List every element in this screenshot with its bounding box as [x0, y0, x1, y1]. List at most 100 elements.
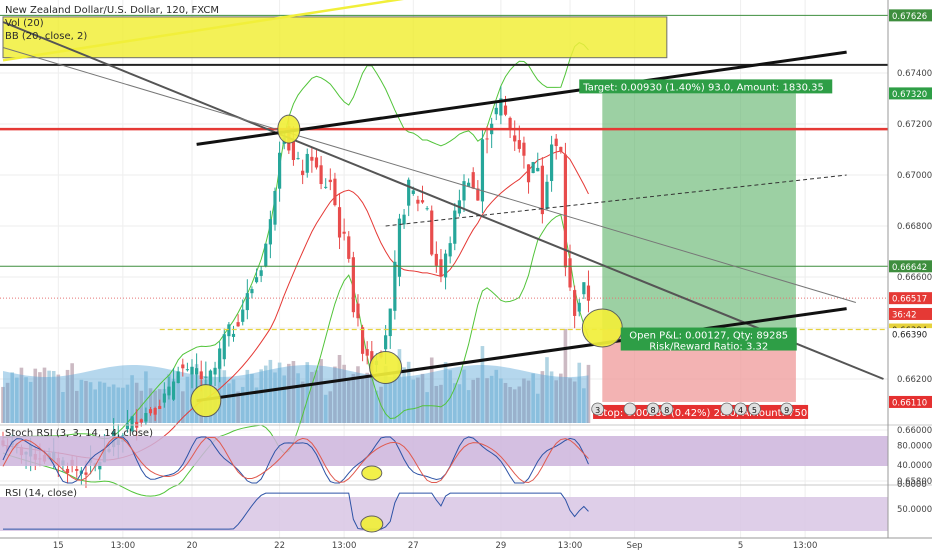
candle-body	[573, 290, 577, 316]
volume-bar	[51, 370, 56, 423]
volume-bar	[319, 359, 323, 423]
price-label: 0.66390	[892, 331, 927, 341]
candle-body	[65, 468, 70, 474]
candle-body	[568, 258, 572, 288]
volume-legend: Vol (20)	[5, 18, 44, 29]
stoch-tick: 80.0000	[897, 442, 932, 452]
stoch-band	[0, 436, 888, 466]
volume-bar	[263, 365, 268, 423]
volume-bar	[406, 361, 411, 423]
rsi-circle	[360, 515, 384, 533]
candle-body	[185, 369, 189, 371]
candle-body	[540, 165, 544, 215]
volume-bar	[227, 383, 231, 423]
volume-bar	[356, 366, 360, 423]
pivot-circle	[369, 351, 403, 385]
candle-body	[503, 105, 508, 115]
event-marker	[720, 402, 734, 416]
candle-body	[462, 181, 466, 201]
price-label: 0.66110	[892, 398, 927, 408]
event-marker	[660, 402, 674, 416]
candle-body	[453, 210, 457, 244]
volume-bar	[139, 390, 144, 423]
volume-bar	[383, 366, 388, 423]
time-tick: 15	[53, 541, 64, 550]
volume-bar	[388, 381, 393, 423]
volume-bar	[10, 372, 15, 423]
pnl-label-text: Open P&L: 0.00127, Qty: 89285	[629, 331, 788, 342]
descending-trendline	[2, 21, 884, 380]
volume-bar	[397, 349, 402, 423]
candle-body	[218, 348, 222, 369]
event-marker	[780, 402, 794, 416]
rsi-legend: RSI (14, close)	[5, 488, 78, 499]
volume-bar	[577, 362, 582, 423]
stop-label-text: Stop: 0.00280 (0.42%) 28.0, Amount: 750	[597, 408, 807, 419]
volume-bar	[443, 362, 448, 423]
volume-bar	[84, 380, 88, 423]
candle-body	[342, 231, 346, 234]
candle-body	[549, 144, 554, 182]
event-count: 5	[752, 406, 757, 415]
candle-body	[190, 366, 194, 375]
volume-bar	[111, 384, 116, 423]
volume-bar	[240, 386, 245, 423]
volume-bar	[494, 369, 499, 423]
volume-bar	[393, 374, 397, 423]
volume-bar	[457, 384, 462, 423]
volume-bar	[88, 382, 93, 423]
candle-body	[328, 179, 332, 183]
volume-bar	[125, 384, 130, 423]
candle-body	[333, 178, 337, 206]
price-label-bg	[889, 395, 932, 408]
candle-body	[365, 349, 369, 356]
volume-bar	[93, 389, 97, 423]
time-tick: 22	[274, 541, 285, 550]
volume-bar	[296, 373, 300, 423]
volume-bar	[531, 373, 535, 423]
volume-bar	[480, 346, 485, 423]
channel-bottom	[196, 307, 847, 403]
candle-body	[384, 335, 388, 350]
volume-bar	[231, 379, 236, 423]
volume-bar	[130, 375, 134, 423]
candle-body	[545, 181, 549, 209]
candle-body	[227, 324, 231, 337]
candle-body	[411, 190, 415, 194]
candle-body	[467, 182, 471, 187]
volume-area	[3, 365, 589, 423]
candle-body	[195, 368, 199, 375]
channel-midline	[385, 174, 847, 227]
supply-zone	[2, 16, 668, 59]
candle-body	[559, 146, 563, 152]
candle-body	[425, 208, 429, 210]
candle-body	[213, 367, 217, 375]
volume-bar	[245, 369, 250, 423]
candle-body	[181, 364, 185, 369]
volume-bar	[568, 378, 572, 423]
volume-bar	[33, 368, 38, 423]
candle-body	[513, 135, 517, 142]
event-marker	[646, 402, 660, 416]
volume-bar	[425, 392, 429, 423]
candle-body	[393, 261, 397, 311]
volume-bar	[28, 381, 33, 423]
candle-body	[420, 200, 425, 203]
time-tick: 5	[738, 541, 743, 550]
rsi-tick: 50.0000	[897, 505, 932, 515]
candle-body	[370, 351, 374, 364]
candle-body	[480, 139, 485, 202]
volume-bar	[236, 391, 240, 423]
volume-bar	[434, 385, 439, 423]
candle-body	[577, 302, 581, 312]
candle-body	[356, 303, 360, 319]
candle-body	[254, 277, 259, 283]
volume-bar	[287, 363, 291, 423]
candle-body	[75, 469, 79, 471]
target-label-text: Target: 0.00930 (1.40%) 93.0, Amount: 18…	[582, 82, 824, 93]
candle-body	[153, 408, 157, 415]
candle-body	[84, 472, 88, 475]
drawings[interactable]	[0, 0, 888, 418]
candle-body	[586, 285, 591, 301]
